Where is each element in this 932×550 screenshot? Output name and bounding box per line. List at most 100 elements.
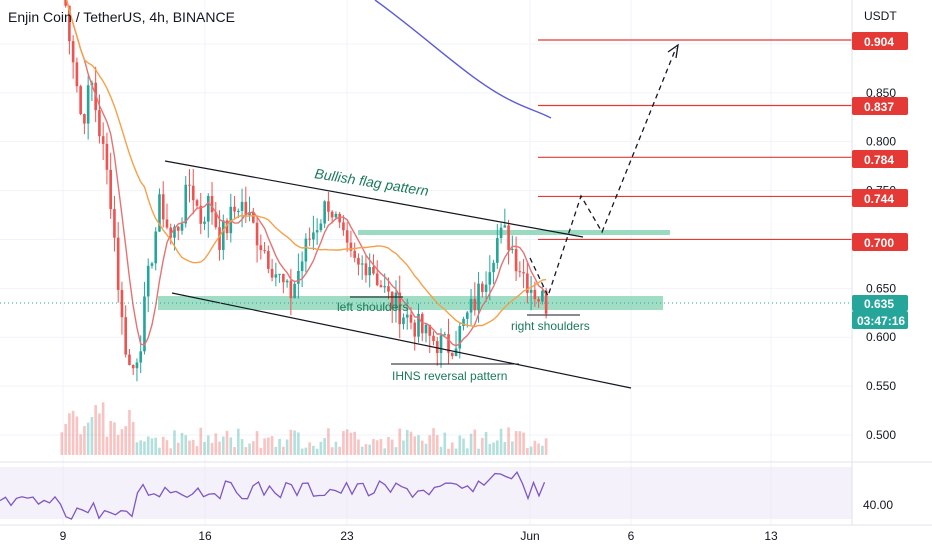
candle-body (398, 292, 402, 325)
volume-bar (518, 431, 522, 455)
current-price-tag: 0.635 (852, 295, 908, 311)
volume-bar (131, 421, 135, 455)
volume-bar (533, 440, 537, 455)
volume-bar (105, 436, 109, 455)
candle-body (252, 212, 255, 223)
volume-bar (315, 448, 319, 455)
candle-body (206, 195, 210, 222)
volume-bar (443, 432, 447, 455)
candle-body (221, 220, 225, 250)
price-tick-label: 0.500 (866, 428, 896, 442)
candle-body (158, 194, 161, 232)
level-tag-0904-text: 0.904 (864, 35, 894, 49)
volume-bar (488, 443, 492, 455)
time-tick-label: 9 (60, 529, 67, 543)
volume-bar (184, 435, 188, 455)
volume-bar (236, 428, 240, 455)
volume-bar (402, 440, 405, 455)
candle-body (188, 184, 191, 186)
volume-bar (394, 447, 398, 455)
volume-bar (94, 405, 97, 455)
candle-body (390, 291, 394, 310)
candle-body (304, 238, 308, 262)
volume-bar (300, 448, 304, 455)
level-tag-0700-text: 0.700 (864, 236, 894, 250)
volume-bar (199, 427, 203, 455)
candle-body (270, 268, 274, 278)
level-tag-0784: 0.784 (852, 150, 908, 168)
candle-body (480, 283, 484, 292)
countdown-text: 03:47:16 (857, 314, 905, 328)
volume-bar (180, 432, 184, 455)
volume-bar (229, 437, 233, 455)
level-tag-0837-text: 0.837 (864, 100, 894, 114)
candle-body (312, 232, 315, 240)
price-tick-label: 0.850 (866, 86, 896, 100)
candle-body (477, 283, 480, 311)
candle-body (229, 206, 233, 234)
candle-body (368, 267, 372, 276)
volume-bar (71, 410, 75, 455)
candle-body (357, 257, 360, 265)
candle-body (428, 324, 432, 336)
volume-bar (98, 413, 101, 455)
volume-bar (338, 446, 341, 455)
ma-slow-line (374, 0, 552, 119)
volume-bar (64, 423, 67, 455)
drawings (0, 39, 852, 389)
candle-body (541, 290, 544, 302)
volume-bar (360, 446, 364, 455)
rsi-line (0, 471, 546, 520)
neckline-zone (358, 230, 670, 235)
volume-bar (312, 445, 315, 455)
candle-body (259, 245, 263, 251)
volume-bar (248, 443, 251, 455)
volume-bar (383, 448, 387, 455)
candle-body (255, 222, 259, 246)
volume-bar (203, 441, 206, 455)
candle-body (154, 231, 158, 264)
volume-bar (304, 447, 308, 455)
price-tick-label: 0.600 (866, 330, 896, 344)
candle-body (300, 261, 304, 271)
candle-body (496, 238, 499, 263)
support-zones (158, 230, 670, 310)
right-shoulder-label: right shoulders (511, 319, 590, 333)
price-tick-label: 0.550 (866, 379, 896, 393)
volume-bar (465, 448, 469, 455)
chart-title: Enjin Coin / TetherUS, 4h, BINANCE (8, 9, 235, 25)
volume-bar (323, 438, 326, 455)
candle-body (518, 271, 522, 273)
candle-body (533, 289, 537, 300)
volume-bar (454, 448, 458, 455)
volume-bar (417, 435, 420, 455)
candle-body (113, 209, 116, 238)
candle-body (79, 86, 82, 115)
time-tick-label: 6 (628, 529, 635, 543)
volume-bar (146, 436, 150, 455)
candle-body (267, 250, 270, 269)
flag-upper-trendline (164, 160, 584, 238)
candle-body (349, 242, 353, 251)
candle-body (484, 284, 488, 292)
volume-bar (435, 435, 439, 455)
volume-bar (537, 443, 540, 455)
candle-body (169, 227, 173, 238)
volume-bar (101, 402, 105, 455)
candle-body (372, 267, 375, 274)
volume-bar (368, 444, 372, 455)
candle-body (522, 272, 525, 274)
candle-body (488, 272, 492, 285)
volume-bar (503, 442, 507, 455)
volume-bar (255, 431, 259, 455)
candle-body (424, 324, 428, 334)
volume-bar (116, 434, 120, 455)
candle-body (432, 335, 435, 342)
volume-bar (68, 413, 71, 455)
candle-body (131, 365, 135, 369)
candle-body (180, 223, 184, 231)
volume-bar (120, 429, 124, 455)
candle-body (203, 221, 206, 224)
